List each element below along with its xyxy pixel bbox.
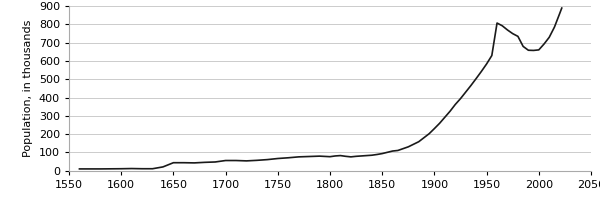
Y-axis label: Population, in thousands: Population, in thousands <box>23 20 33 157</box>
